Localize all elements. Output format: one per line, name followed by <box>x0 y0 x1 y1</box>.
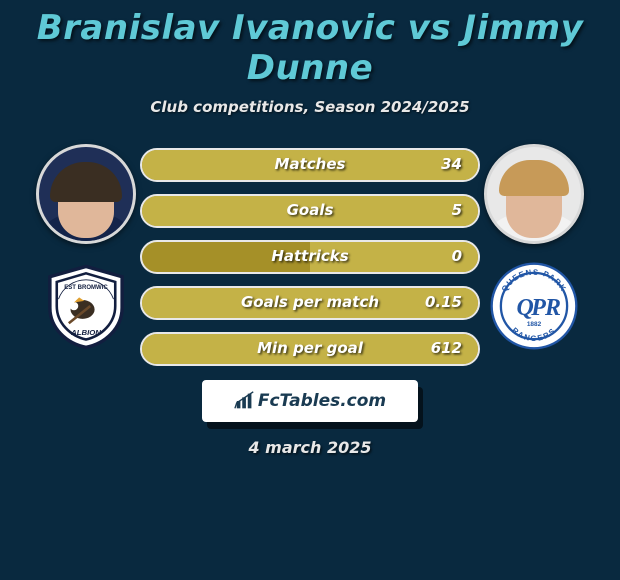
stat-bar-matches: Matches 34 <box>140 148 480 182</box>
right-player-column: QUEENS PARK RANGERS Q P R 1882 <box>474 144 594 348</box>
stat-value-right: 0.15 <box>425 288 462 317</box>
left-club-badge: EST BROMWIC ALBION <box>36 264 136 348</box>
stat-value-right: 0 <box>452 242 462 271</box>
left-player-avatar <box>36 144 136 244</box>
stat-value-right: 612 <box>431 334 462 363</box>
left-player-column: EST BROMWIC ALBION <box>26 144 146 348</box>
svg-text:ALBION: ALBION <box>70 328 101 337</box>
stat-bars: Matches 34 Goals 5 Hattricks 0 Goals per… <box>140 148 480 366</box>
svg-text:1882: 1882 <box>527 321 542 328</box>
stat-bar-goals: Goals 5 <box>140 194 480 228</box>
right-player-avatar <box>484 144 584 244</box>
comparison-title: Branislav Ivanovic vs Jimmy Dunne <box>0 0 620 88</box>
watermark-text: FcTables.com <box>258 391 386 411</box>
stat-label: Hattricks <box>142 242 478 271</box>
comparison-date: 4 march 2025 <box>0 438 620 457</box>
stat-label: Goals <box>142 196 478 225</box>
right-club-badge: QUEENS PARK RANGERS Q P R 1882 <box>484 264 584 348</box>
stat-label: Min per goal <box>142 334 478 363</box>
stat-bar-min-per-goal: Min per goal 612 <box>140 332 480 366</box>
comparison-subtitle: Club competitions, Season 2024/2025 <box>0 98 620 116</box>
svg-text:P: P <box>530 295 546 321</box>
watermark-badge: FcTables.com <box>202 380 418 422</box>
stat-bar-hattricks: Hattricks 0 <box>140 240 480 274</box>
svg-text:EST BROMWIC: EST BROMWIC <box>64 285 108 291</box>
comparison-main: EST BROMWIC ALBION Matches 34 Goals 5 Ha <box>0 144 620 366</box>
svg-text:R: R <box>544 295 561 321</box>
stat-bar-goals-per-match: Goals per match 0.15 <box>140 286 480 320</box>
stat-value-right: 5 <box>452 196 462 225</box>
stat-value-right: 34 <box>441 150 462 179</box>
stat-label: Matches <box>142 150 478 179</box>
chart-icon <box>234 390 256 412</box>
